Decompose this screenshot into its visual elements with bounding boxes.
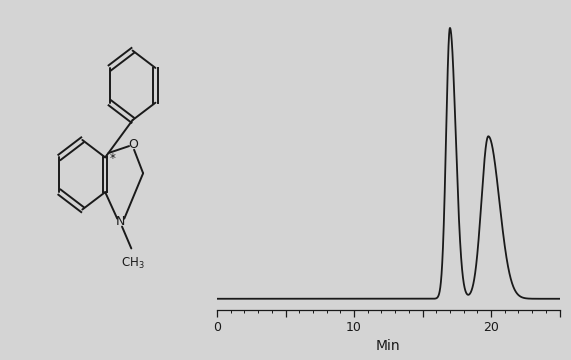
Text: CH$_3$: CH$_3$ <box>120 256 144 271</box>
Text: O: O <box>128 138 139 150</box>
Text: *: * <box>110 152 116 165</box>
X-axis label: Min: Min <box>376 338 401 352</box>
Text: N: N <box>116 215 126 229</box>
